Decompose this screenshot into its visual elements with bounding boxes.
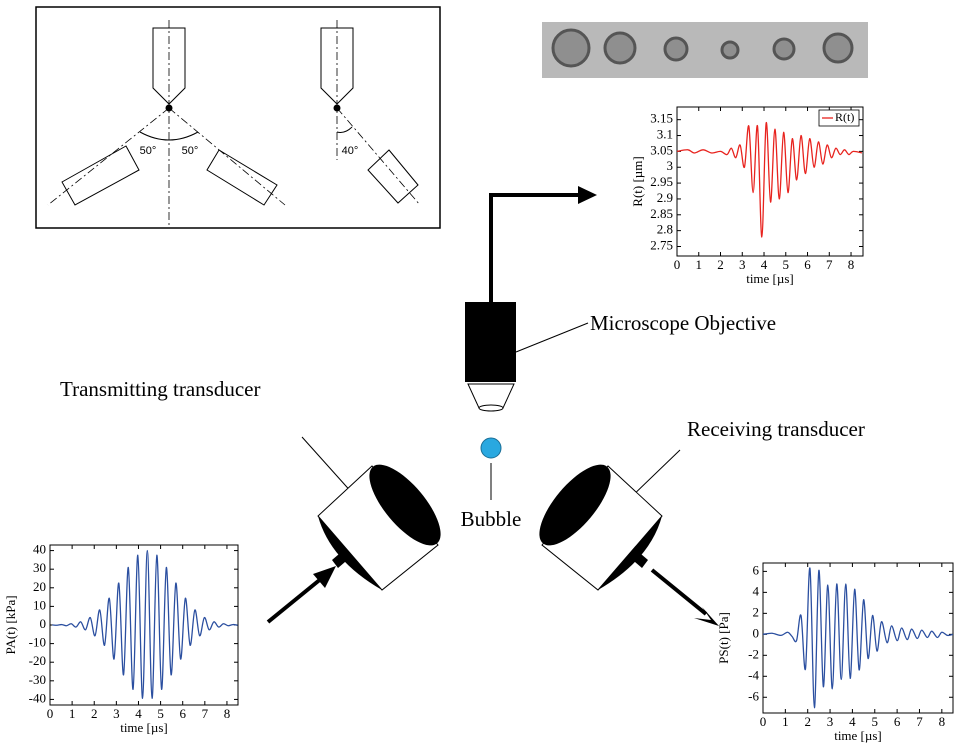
y-tick-label: 40 — [33, 542, 46, 557]
y-tick-label: 3 — [667, 158, 674, 173]
y-tick-label: 2 — [753, 604, 760, 619]
angle-label: 50° — [140, 145, 157, 157]
y-tick-label: -10 — [29, 635, 46, 650]
y-tick-label: 2.85 — [650, 206, 673, 221]
x-tick-label: 2 — [804, 714, 811, 729]
x-tick-label: 7 — [826, 257, 833, 272]
receiver-label: Receiving transducer — [687, 417, 865, 441]
plot-frame — [677, 107, 863, 256]
x-tick-label: 7 — [202, 706, 209, 721]
y-tick-label: -4 — [748, 667, 759, 682]
x-tick-label: 3 — [827, 714, 834, 729]
transmitting-transducer — [302, 437, 452, 590]
y-tick-label: -2 — [748, 646, 759, 661]
receiving-transducer — [528, 450, 680, 590]
x-axis-label: time [µs] — [746, 271, 794, 286]
bubble-image — [542, 22, 868, 78]
y-axis-label: PA(t) [kPa] — [3, 595, 18, 654]
y-tick-label: -20 — [29, 653, 46, 668]
y-tick-label: 6 — [753, 562, 760, 577]
x-axis-label: time [µs] — [120, 720, 168, 735]
y-tick-label: 3.15 — [650, 111, 673, 126]
x-axis-label: time [µs] — [834, 728, 882, 743]
y-tick-label: 0 — [40, 616, 47, 631]
x-tick-label: 0 — [674, 257, 681, 272]
x-tick-label: 0 — [47, 706, 54, 721]
angle-label: 40° — [342, 145, 359, 157]
x-tick-label: 7 — [916, 714, 923, 729]
x-tick-label: 3 — [113, 706, 120, 721]
y-tick-label: 20 — [33, 579, 46, 594]
microscope-objective — [465, 302, 588, 411]
y-tick-label: -30 — [29, 672, 46, 687]
x-tick-label: 5 — [872, 714, 879, 729]
x-tick-label: 8 — [224, 706, 231, 721]
x-tick-label: 2 — [717, 257, 724, 272]
y-tick-label: -6 — [748, 688, 759, 703]
y-tick-label: 3.05 — [650, 142, 673, 157]
y-tick-label: 2.75 — [650, 237, 673, 252]
x-tick-label: 5 — [157, 706, 164, 721]
y-tick-label: -40 — [29, 690, 46, 705]
x-tick-label: 5 — [783, 257, 790, 272]
y-tick-label: 2.9 — [657, 190, 673, 205]
transmitter-label: Transmitting transducer — [60, 377, 260, 401]
y-axis-label: R(t) [µm] — [630, 156, 645, 206]
bubble-label: Bubble — [461, 507, 522, 531]
x-tick-label: 4 — [761, 257, 768, 272]
x-tick-label: 1 — [782, 714, 789, 729]
x-tick-label: 6 — [894, 714, 901, 729]
y-tick-label: 0 — [753, 625, 760, 640]
y-tick-label: 30 — [33, 560, 46, 575]
x-tick-label: 8 — [848, 257, 855, 272]
x-tick-label: 6 — [804, 257, 811, 272]
angle-label: 50° — [182, 145, 199, 157]
y-axis-label: PS(t) [Pa] — [716, 612, 731, 664]
diagram: 50° 50° 40° Microscope Objective Bubble — [0, 0, 955, 746]
y-tick-label: 2.95 — [650, 174, 673, 189]
y-tick-label: 2.8 — [657, 222, 673, 237]
x-tick-label: 4 — [135, 706, 142, 721]
x-tick-label: 8 — [939, 714, 946, 729]
y-tick-label: 3.1 — [657, 127, 673, 142]
plot-frame — [763, 563, 953, 713]
x-tick-label: 1 — [69, 706, 76, 721]
legend-label: R(t) — [835, 110, 854, 124]
x-tick-label: 6 — [179, 706, 186, 721]
x-tick-label: 1 — [696, 257, 703, 272]
x-tick-label: 2 — [91, 706, 98, 721]
y-tick-label: 4 — [753, 583, 760, 598]
objective-label: Microscope Objective — [590, 311, 776, 335]
geometry-inset — [36, 7, 440, 228]
x-tick-label: 4 — [849, 714, 856, 729]
x-tick-label: 0 — [760, 714, 767, 729]
x-tick-label: 3 — [739, 257, 746, 272]
bubble — [481, 438, 501, 458]
y-tick-label: 10 — [33, 597, 46, 612]
